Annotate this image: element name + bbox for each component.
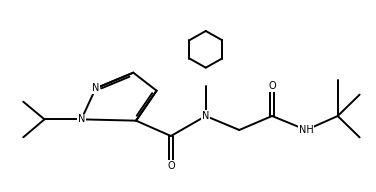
Text: N: N	[78, 114, 85, 124]
Text: N: N	[92, 83, 99, 93]
Text: O: O	[167, 161, 175, 171]
Text: N: N	[202, 111, 209, 121]
Text: NH: NH	[299, 125, 314, 135]
Text: O: O	[268, 81, 276, 91]
